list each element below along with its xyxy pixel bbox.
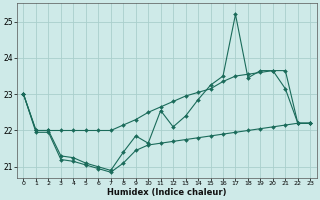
X-axis label: Humidex (Indice chaleur): Humidex (Indice chaleur) xyxy=(107,188,227,197)
